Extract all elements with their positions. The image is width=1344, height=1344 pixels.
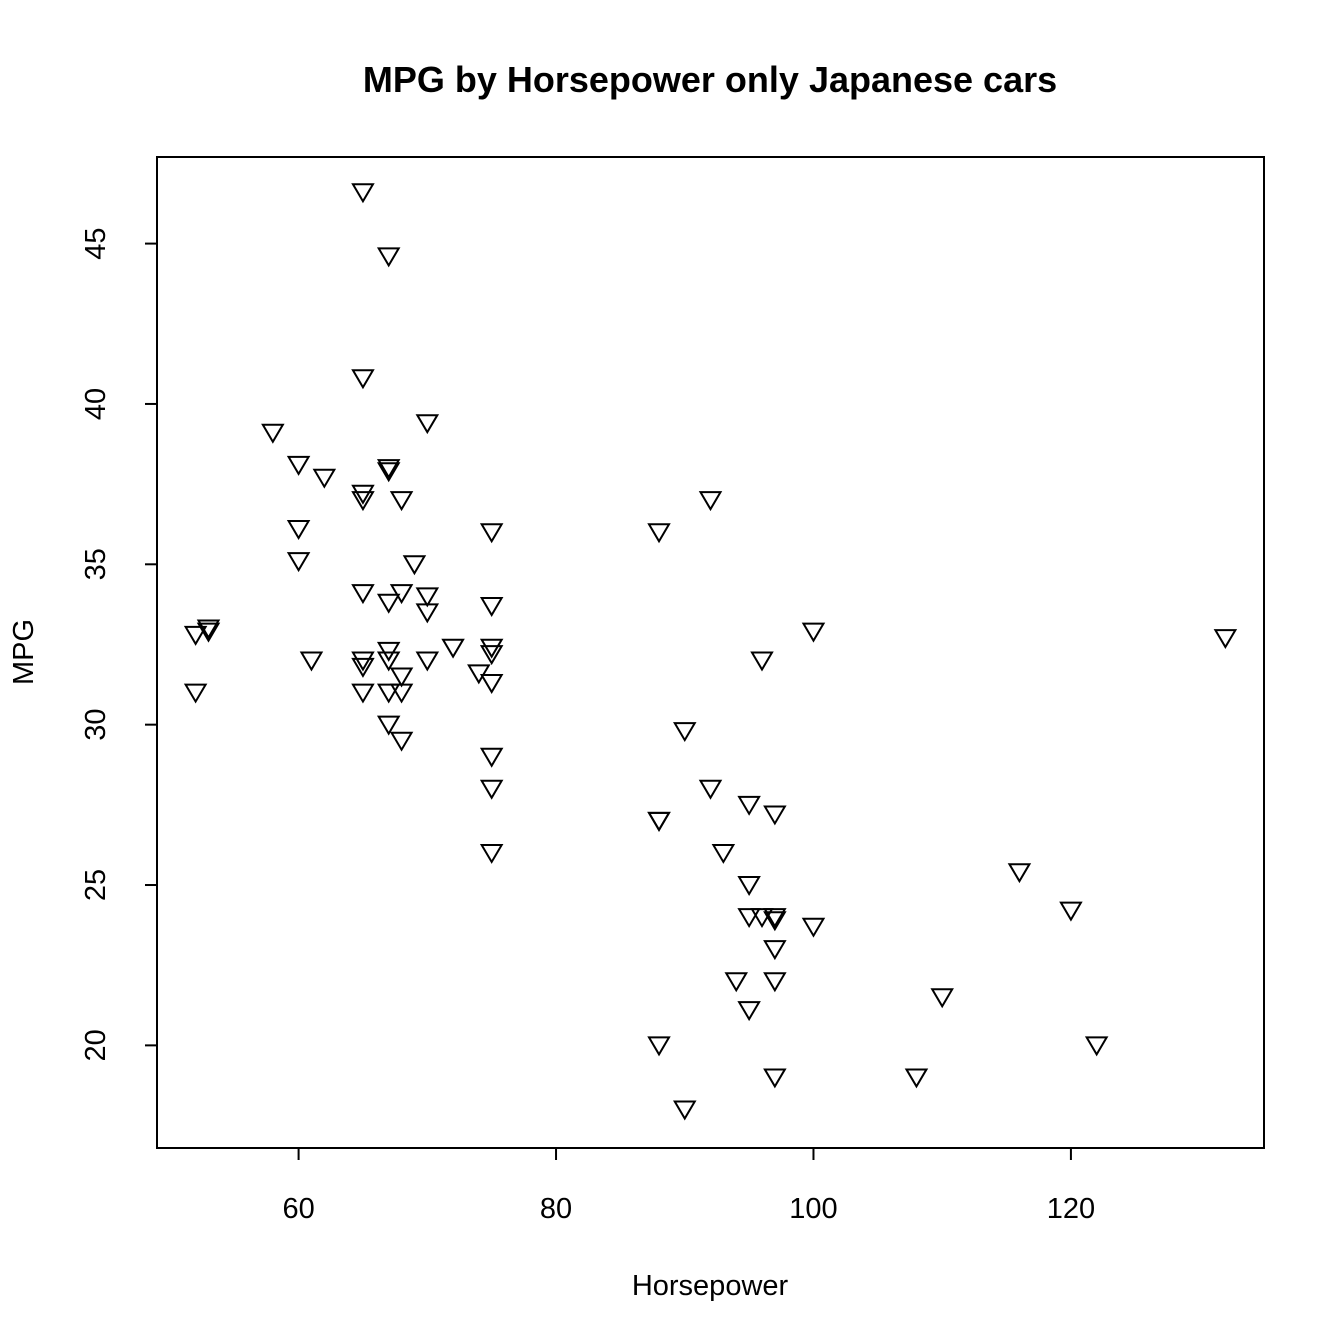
chart-title: MPG by Horsepower only Japanese cars	[363, 59, 1057, 100]
data-point	[737, 876, 761, 896]
data-point	[389, 683, 414, 704]
y-tick-label: 35	[80, 548, 112, 580]
data-point	[351, 491, 375, 512]
data-point	[415, 414, 440, 435]
x-tick-label: 100	[789, 1193, 837, 1225]
data-point	[1084, 1036, 1109, 1057]
data-point	[647, 523, 671, 544]
data-point	[763, 805, 787, 826]
data-point	[647, 1036, 671, 1057]
y-tick-label: 45	[80, 227, 112, 259]
x-tick-label: 60	[282, 1193, 314, 1225]
data-point	[389, 491, 414, 512]
data-point	[196, 619, 221, 640]
data-point	[479, 779, 504, 800]
y-tick-label: 20	[80, 1029, 112, 1061]
data-point	[299, 651, 324, 672]
data-point	[763, 908, 787, 929]
data-point	[698, 491, 723, 512]
data-point	[351, 369, 375, 390]
x-axis-label: Horsepower	[632, 1270, 789, 1302]
data-point	[196, 622, 221, 643]
data-point	[724, 972, 748, 993]
data-point	[286, 520, 311, 540]
data-point	[351, 651, 375, 672]
data-point	[647, 811, 671, 832]
x-tick-label: 120	[1047, 1193, 1095, 1225]
data-point	[673, 722, 697, 743]
y-axis: 20 25 30 35 40 45	[80, 227, 158, 1062]
data-point	[376, 247, 401, 268]
y-axis-label: MPG	[8, 619, 40, 685]
data-point	[763, 911, 787, 932]
data-points	[183, 183, 1238, 1121]
y-tick-label: 30	[80, 709, 112, 741]
data-point	[389, 731, 414, 752]
data-point	[479, 673, 504, 694]
data-point	[351, 484, 375, 505]
data-point	[441, 638, 465, 659]
data-point	[351, 584, 375, 605]
data-point	[698, 779, 723, 800]
data-point	[479, 645, 504, 666]
data-point	[402, 555, 427, 576]
data-point	[1007, 863, 1032, 884]
x-axis: 60 80 100 120	[282, 1147, 1095, 1225]
data-point	[415, 651, 440, 672]
data-point	[479, 747, 504, 768]
y-tick-label: 25	[80, 869, 112, 901]
data-point	[930, 988, 954, 1009]
data-point	[737, 795, 761, 816]
data-point	[312, 468, 337, 489]
data-point	[389, 667, 414, 688]
data-point	[763, 1068, 787, 1089]
data-point	[415, 587, 440, 608]
data-point	[711, 843, 736, 864]
data-point	[479, 638, 504, 659]
data-point	[763, 940, 787, 961]
data-point	[286, 455, 311, 476]
data-point	[1059, 901, 1083, 922]
y-tick-label: 40	[80, 388, 112, 420]
data-point	[351, 183, 375, 204]
x-tick-label: 80	[540, 1193, 572, 1225]
data-point	[479, 523, 504, 544]
data-point	[376, 683, 401, 704]
data-point	[261, 423, 285, 444]
data-point	[801, 917, 826, 938]
data-point	[467, 664, 491, 685]
data-point	[183, 683, 208, 704]
data-point	[376, 651, 401, 672]
data-point	[376, 593, 401, 614]
data-point	[904, 1068, 929, 1089]
data-point	[1213, 629, 1238, 650]
data-point	[479, 843, 504, 864]
data-point	[750, 651, 774, 672]
data-point	[763, 972, 787, 993]
plot-frame	[156, 156, 1265, 1149]
data-point	[737, 908, 761, 929]
data-point	[351, 657, 375, 678]
data-point	[389, 584, 414, 605]
data-point	[376, 462, 401, 483]
data-point	[737, 1001, 761, 1022]
data-point	[647, 811, 671, 832]
data-point	[376, 459, 401, 480]
data-point	[376, 641, 401, 662]
data-point	[376, 715, 401, 736]
data-point	[415, 603, 440, 624]
data-point	[351, 683, 375, 704]
data-point	[183, 625, 208, 646]
data-point	[673, 1100, 697, 1121]
data-point	[801, 622, 826, 643]
data-point	[286, 552, 311, 573]
data-point	[479, 596, 504, 617]
